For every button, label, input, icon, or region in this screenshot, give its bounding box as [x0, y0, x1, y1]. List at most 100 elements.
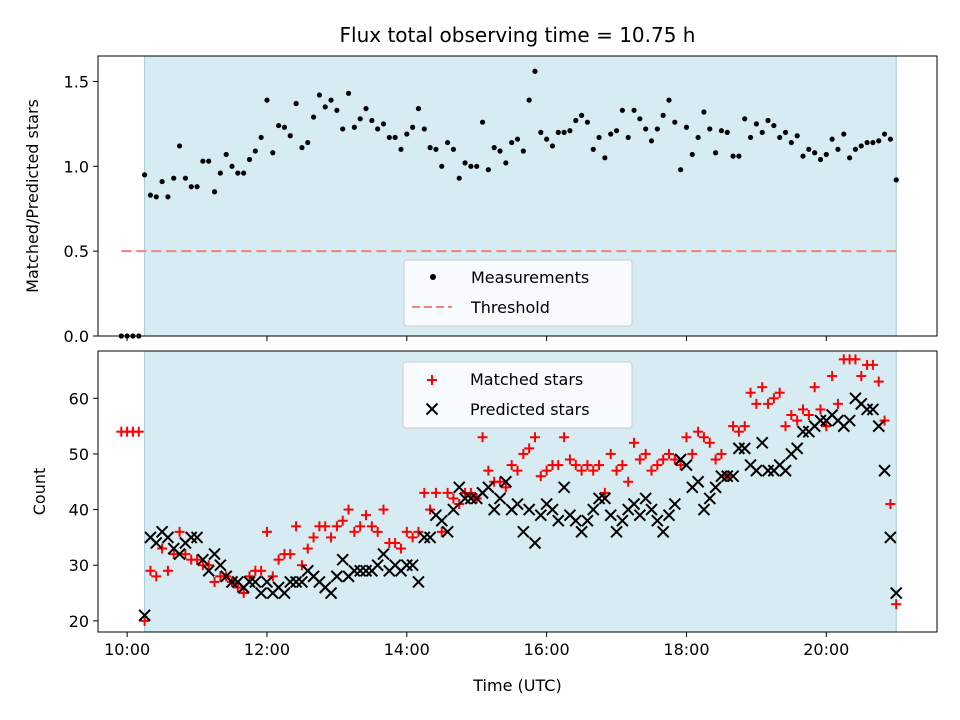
- measurement-point: [206, 158, 212, 164]
- legend-label-predicted: Predicted stars: [470, 400, 590, 419]
- measurement-point: [817, 156, 824, 163]
- predicted-star-point: [534, 508, 548, 522]
- measurement-points: [118, 68, 899, 339]
- measurement-point: [660, 112, 666, 118]
- predicted-star-point: [674, 453, 687, 466]
- predicted-star-point: [843, 414, 856, 427]
- legend-box: [403, 259, 633, 327]
- predicted-star-point: [884, 531, 897, 544]
- predicted-star-point: [855, 397, 868, 411]
- measurement-point: [736, 153, 742, 159]
- predicted-star-point: [482, 481, 495, 494]
- predicted-star-point: [592, 492, 606, 505]
- measurement-point: [509, 139, 515, 146]
- predicted-star-point: [860, 403, 874, 416]
- measurement-point: [246, 156, 253, 163]
- predicted-star-point: [359, 564, 373, 577]
- ratio-y-ticks: 0.0 0.5 1.0 1.5: [64, 72, 98, 346]
- measurement-point: [567, 128, 573, 134]
- measurement-point: [747, 134, 754, 141]
- measurement-point: [619, 107, 625, 113]
- legend-box: [402, 361, 633, 429]
- matched-star-points: [116, 354, 902, 626]
- measurement-point: [194, 184, 200, 190]
- measurement-point: [363, 106, 369, 112]
- measurement-point: [386, 134, 392, 141]
- predicted-star-point: [517, 525, 530, 539]
- measurement-point: [777, 134, 783, 141]
- measurement-point: [404, 131, 410, 137]
- measurement-point: [812, 150, 818, 156]
- measurement-point: [602, 155, 608, 161]
- predicted-star-point: [761, 464, 775, 477]
- measurement-point: [782, 129, 789, 135]
- measurement-point: [328, 97, 334, 103]
- predicted-star-point: [225, 575, 239, 589]
- measurement-point: [829, 136, 835, 142]
- predicted-star-point: [278, 586, 291, 600]
- predicted-star-point: [406, 559, 419, 572]
- measurement-point: [182, 175, 188, 181]
- x-tick-label: 18:00: [663, 640, 709, 659]
- x-tick-label: 20:00: [803, 640, 849, 659]
- measurement-point: [648, 138, 655, 144]
- x-axis-label: Time (UTC): [472, 676, 561, 695]
- predicted-star-point: [371, 559, 384, 572]
- measurement-point: [421, 126, 427, 132]
- chart-title: Flux total observing time = 10.75 h: [340, 23, 696, 47]
- measurement-point: [392, 134, 398, 141]
- measurement-point: [555, 129, 561, 135]
- measurement-point: [608, 131, 614, 137]
- y-tick-label: 40: [69, 501, 89, 520]
- measurement-point: [835, 146, 841, 152]
- predicted-star-point: [313, 575, 326, 589]
- measurement-point: [724, 129, 730, 135]
- measurement-point: [678, 167, 684, 173]
- legend-marker-measurements: [430, 274, 436, 280]
- predicted-star-point: [756, 436, 769, 450]
- predicted-star-point: [680, 458, 693, 472]
- measurement-point: [794, 133, 800, 139]
- measurement-point: [666, 97, 672, 103]
- predicted-star-point: [324, 586, 338, 600]
- predicted-star-point: [319, 581, 332, 594]
- measurement-point: [584, 119, 591, 125]
- predicted-star-point: [697, 503, 711, 516]
- measurement-point: [176, 143, 183, 149]
- measurement-point: [578, 112, 585, 118]
- measurement-point: [468, 163, 474, 169]
- measurement-point: [730, 153, 736, 159]
- measurement-point: [631, 107, 637, 113]
- measurement-point: [718, 128, 725, 134]
- predicted-star-point: [569, 514, 582, 527]
- predicted-star-point: [190, 531, 204, 544]
- predicted-star-point: [703, 492, 716, 505]
- predicted-star-point: [587, 503, 600, 516]
- count-panel: 20 30 40 50 60 10:00 12:00 14:00 16:00 18:00 20:0…: [30, 350, 938, 695]
- x-tick-label: 16:00: [524, 640, 570, 659]
- predicted-star-point: [377, 547, 390, 561]
- measurement-point: [800, 153, 806, 159]
- measurement-point: [765, 117, 771, 124]
- predicted-star-point: [890, 586, 903, 600]
- predicted-star-point: [418, 531, 431, 544]
- predicted-star-point: [563, 508, 577, 522]
- measurement-point: [334, 107, 340, 113]
- measurement-point: [893, 177, 899, 183]
- predicted-star-point: [348, 564, 361, 577]
- y-tick-label: 50: [69, 445, 89, 464]
- predicted-star-point: [487, 503, 501, 516]
- predicted-star-point: [499, 475, 513, 488]
- measurement-point: [771, 122, 777, 129]
- predicted-star-point: [202, 564, 215, 577]
- measurement-point: [788, 139, 794, 146]
- predicted-star-point: [715, 469, 728, 483]
- measurement-point: [870, 139, 876, 146]
- count-y-axis-label: Count: [30, 468, 49, 516]
- measurement-point: [345, 90, 352, 96]
- predicted-star-point: [441, 525, 454, 539]
- ratio-legend: Measurements Threshold: [403, 259, 633, 327]
- measurement-point: [410, 124, 416, 130]
- measurement-point: [695, 134, 701, 141]
